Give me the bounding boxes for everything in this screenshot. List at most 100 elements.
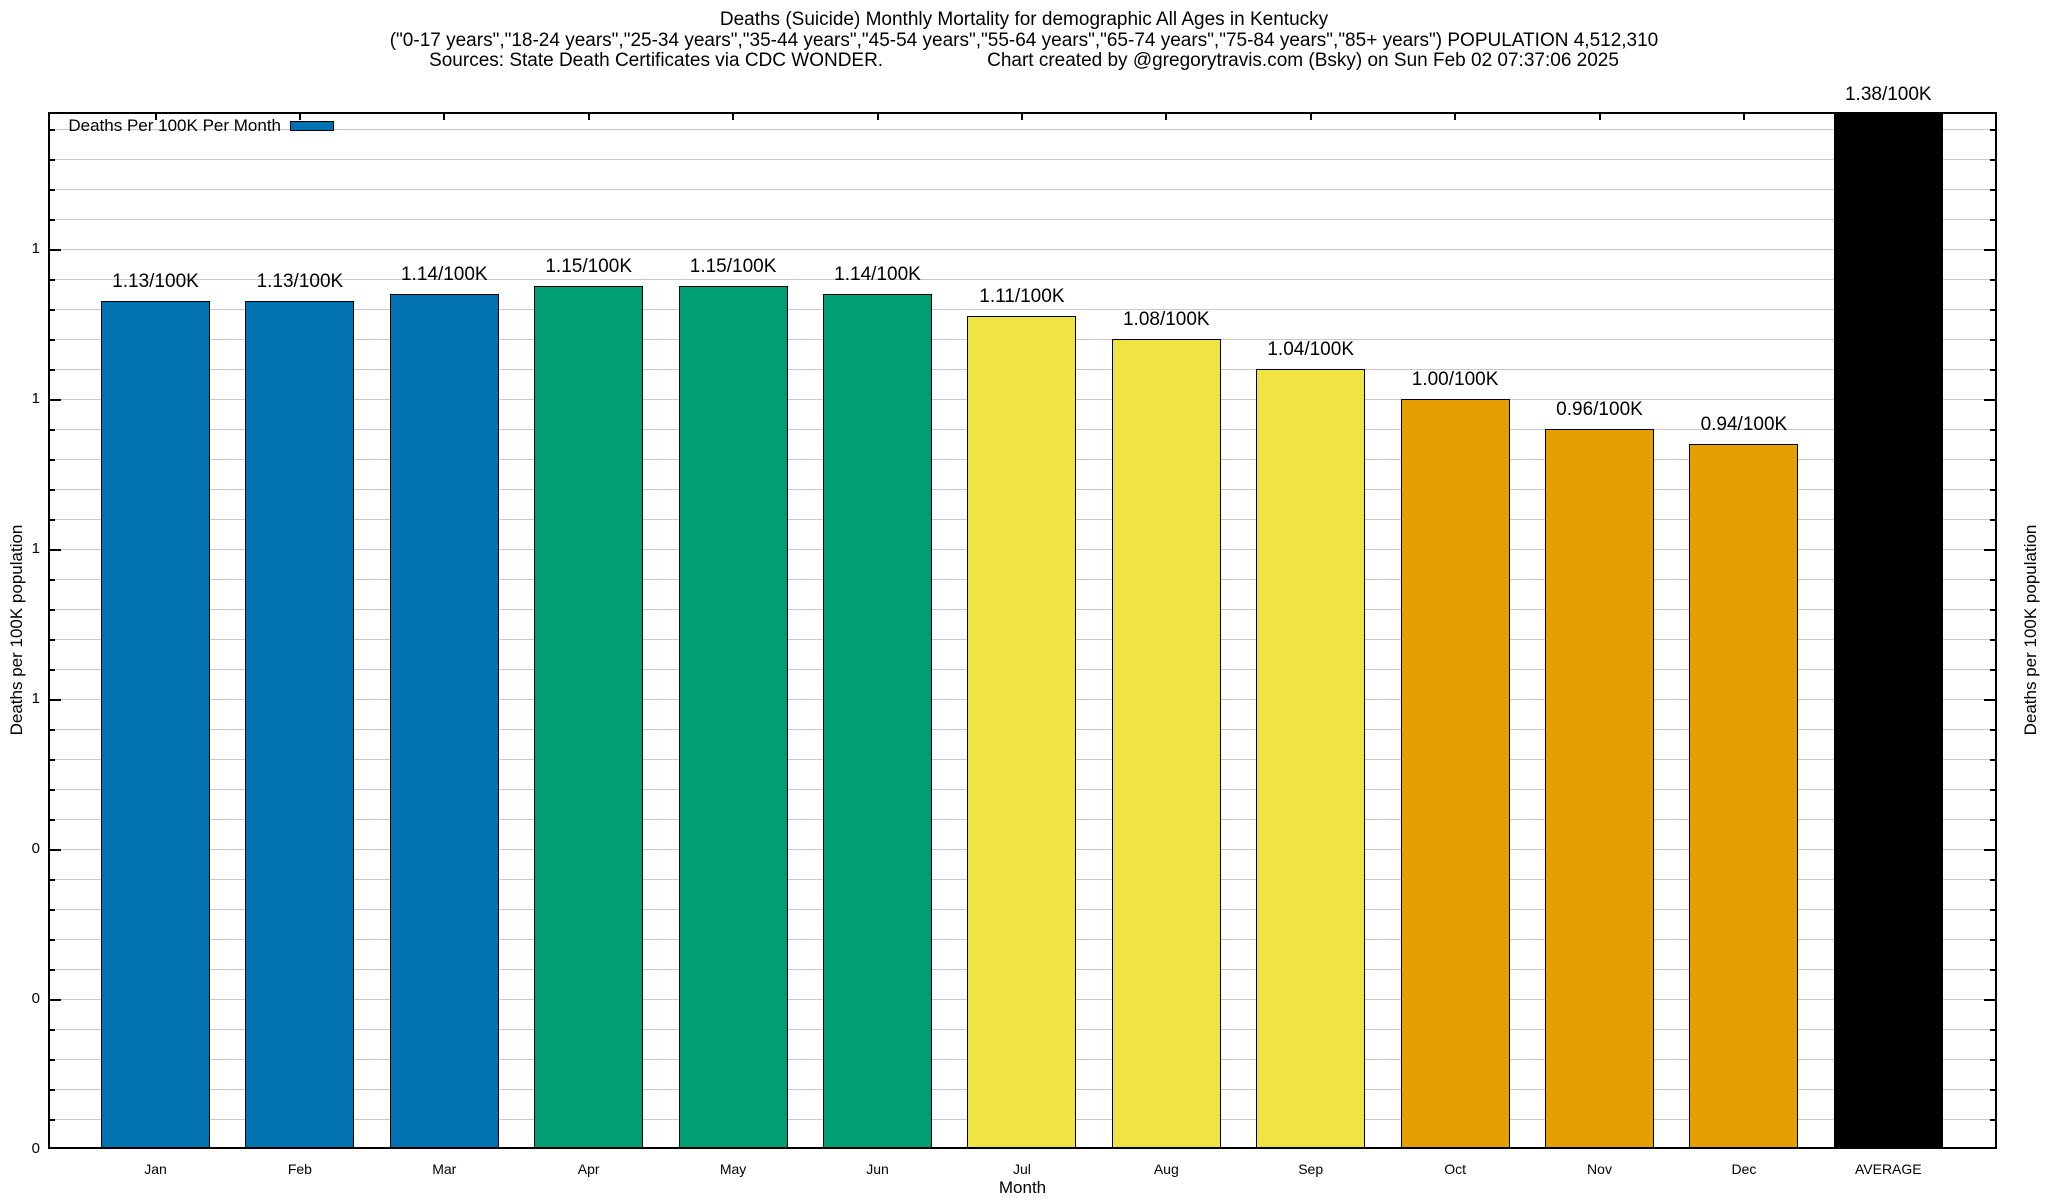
minor-tick bbox=[1990, 638, 1997, 641]
minor-tick bbox=[48, 908, 55, 911]
minor-tick bbox=[48, 518, 55, 521]
minor-tick bbox=[1990, 488, 1997, 491]
y-axis-tick-label: 0 bbox=[31, 989, 40, 1007]
bar-aug bbox=[1111, 339, 1221, 1149]
chart-credit-text: Chart created by @gregorytravis.com (Bsk… bbox=[987, 50, 1619, 71]
legend-swatch-icon bbox=[290, 121, 334, 131]
y-axis-tick-label: 1 bbox=[31, 539, 40, 557]
bar-jul bbox=[967, 316, 1077, 1149]
top-category-tick bbox=[1165, 112, 1168, 120]
major-tick bbox=[48, 848, 61, 851]
top-category-tick bbox=[1309, 112, 1312, 120]
minor-tick bbox=[48, 128, 55, 131]
bar-value-label: 1.04/100K bbox=[1267, 338, 1354, 360]
minor-tick bbox=[1990, 278, 1997, 281]
minor-tick bbox=[48, 458, 55, 461]
legend: Deaths Per 100K Per Month bbox=[0, 116, 334, 136]
minor-tick bbox=[48, 368, 55, 371]
bar-feb bbox=[245, 301, 355, 1149]
minor-tick bbox=[1990, 368, 1997, 371]
minor-tick bbox=[48, 1088, 55, 1091]
chart-source-line: Sources: State Death Certificates via CD… bbox=[0, 50, 2048, 72]
bar-may bbox=[678, 286, 788, 1149]
minor-tick bbox=[48, 818, 55, 821]
bar-value-label: 0.96/100K bbox=[1556, 398, 1643, 420]
bar-value-label: 1.15/100K bbox=[689, 256, 777, 278]
minor-tick bbox=[1990, 128, 1997, 131]
top-category-tick bbox=[876, 112, 879, 120]
minor-tick bbox=[1990, 968, 1997, 971]
chart-title: Deaths (Suicide) Monthly Mortality for d… bbox=[719, 9, 1329, 30]
bar-value-label: 1.14/100K bbox=[400, 263, 488, 285]
minor-tick bbox=[48, 278, 55, 281]
minor-tick bbox=[48, 1118, 55, 1121]
y-axis-title-left: Deaths per 100K population bbox=[7, 524, 26, 736]
top-category-tick bbox=[1454, 112, 1457, 120]
gridline bbox=[48, 278, 1997, 280]
x-axis-tick-label-dec: Dec bbox=[1731, 1161, 1757, 1177]
bar-mar bbox=[389, 294, 499, 1149]
minor-tick bbox=[48, 188, 55, 191]
gridline bbox=[48, 128, 1997, 130]
major-tick bbox=[48, 398, 61, 401]
bar-value-label: 1.38/100K bbox=[1844, 83, 1932, 105]
major-tick bbox=[1984, 998, 1997, 1001]
gridline bbox=[48, 188, 1997, 190]
minor-tick bbox=[48, 638, 55, 641]
minor-tick bbox=[1990, 218, 1997, 221]
minor-tick bbox=[48, 878, 55, 881]
minor-tick bbox=[48, 338, 55, 341]
x-axis-tick-label-nov: Nov bbox=[1587, 1161, 1612, 1177]
y-axis-tick-label: 0 bbox=[31, 839, 40, 857]
minor-tick bbox=[1990, 1088, 1997, 1091]
minor-tick bbox=[48, 218, 55, 221]
top-category-tick bbox=[1887, 112, 1890, 120]
x-axis-title: Month bbox=[998, 1178, 1047, 1197]
minor-tick bbox=[1990, 728, 1997, 731]
top-category-tick bbox=[298, 112, 301, 120]
bar-value-label: 1.14/100K bbox=[834, 263, 921, 285]
bar-sep bbox=[1256, 369, 1366, 1149]
major-tick bbox=[1984, 848, 1997, 851]
minor-tick bbox=[1990, 668, 1997, 671]
top-category-tick bbox=[1598, 112, 1601, 120]
x-axis-tick-label-sep: Sep bbox=[1298, 1161, 1324, 1177]
major-tick bbox=[48, 548, 61, 551]
minor-tick bbox=[1990, 818, 1997, 821]
gridline bbox=[48, 218, 1997, 220]
x-axis-tick-label-oct: Oct bbox=[1444, 1161, 1466, 1177]
top-category-tick bbox=[443, 112, 446, 120]
bar-value-label: 1.08/100K bbox=[1122, 308, 1210, 330]
major-tick bbox=[1984, 698, 1997, 701]
bar-value-label: 1.13/100K bbox=[112, 271, 199, 293]
bar-jan bbox=[101, 301, 210, 1149]
bar-nov bbox=[1545, 429, 1654, 1149]
top-category-tick bbox=[1020, 112, 1023, 120]
major-tick bbox=[1984, 548, 1997, 551]
major-tick bbox=[1984, 248, 1997, 251]
chart-subtitle-demographics: ("0-17 years","18-24 years","25-34 years… bbox=[389, 29, 1659, 51]
minor-tick bbox=[1990, 308, 1997, 311]
top-category-tick bbox=[154, 112, 157, 120]
minor-tick bbox=[48, 968, 55, 971]
gridline bbox=[48, 248, 1997, 250]
minor-tick bbox=[1990, 758, 1997, 761]
major-tick bbox=[1984, 398, 1997, 401]
minor-tick bbox=[1990, 938, 1997, 941]
minor-tick bbox=[48, 428, 55, 431]
y-axis-tick-label: 1 bbox=[31, 689, 40, 707]
minor-tick bbox=[1990, 1118, 1997, 1121]
minor-tick bbox=[1990, 878, 1997, 881]
minor-tick bbox=[1990, 458, 1997, 461]
x-axis-tick-label-may: May bbox=[719, 1161, 747, 1177]
y-axis-title-right: Deaths per 100K population bbox=[2021, 524, 2040, 736]
bar-value-label: 1.00/100K bbox=[1411, 368, 1499, 390]
minor-tick bbox=[48, 608, 55, 611]
y-axis-tick-label: 1 bbox=[31, 239, 40, 257]
legend-label: Deaths Per 100K Per Month bbox=[68, 116, 281, 135]
gridline bbox=[48, 158, 1997, 160]
top-category-tick bbox=[587, 112, 590, 120]
minor-tick bbox=[48, 158, 55, 161]
minor-tick bbox=[48, 488, 55, 491]
